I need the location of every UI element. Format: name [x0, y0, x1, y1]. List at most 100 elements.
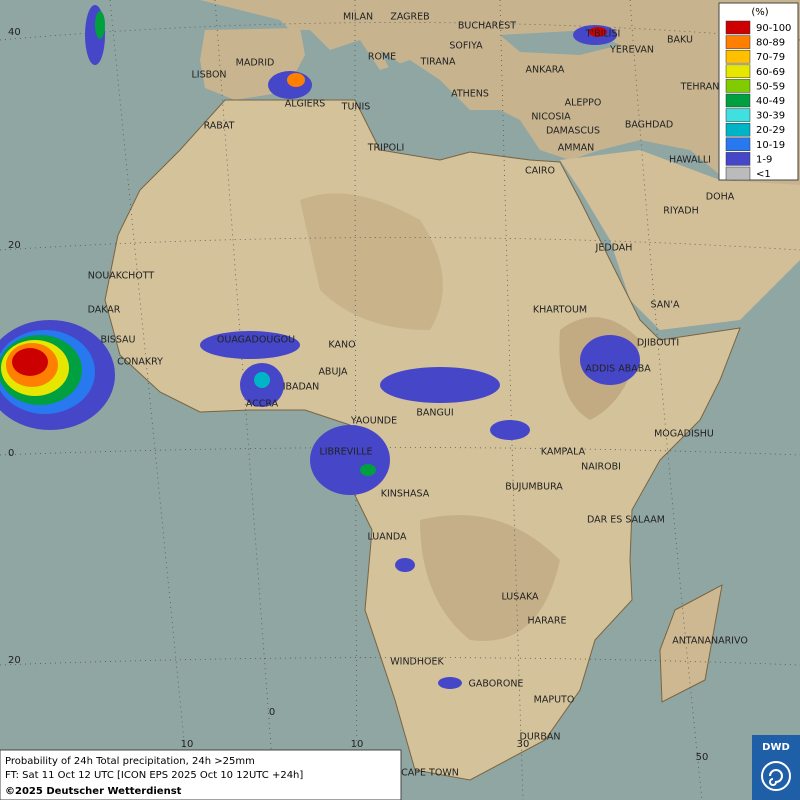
city-label: MOGADISHU [654, 429, 714, 440]
city-label: TIRANA [420, 57, 456, 68]
city-label: ANTANANARIVO [672, 636, 748, 647]
legend-swatch [725, 49, 751, 64]
city-label: LISBON [191, 70, 226, 81]
terrain [420, 515, 560, 641]
legend-swatch [725, 137, 751, 152]
city-label: BANGUI [416, 408, 453, 419]
city-label: DAKAR [88, 305, 121, 316]
city-label: TUNIS [341, 102, 371, 113]
city-label: HAWALLI [669, 155, 711, 166]
city-label: DAR ES SALAAM [587, 515, 665, 526]
city-label: ZAGREB [390, 12, 429, 23]
city-label: ALEPPO [565, 98, 602, 109]
legend-label: 60-69 [756, 67, 785, 78]
grid-label: 40 [8, 27, 21, 38]
city-label: NICOSIA [531, 112, 571, 123]
land-madagascar [659, 584, 723, 703]
city-label: DOHA [706, 192, 735, 203]
footer-line: ©2025 Deutscher Wetterdienst [5, 786, 182, 797]
city-label: T'BILISI [585, 29, 621, 40]
legend-title: (%) [751, 7, 768, 18]
legend-label: <1 [756, 169, 771, 180]
city-label: KHARTOUM [533, 305, 587, 316]
legend-swatch [725, 79, 751, 93]
footer-line: FT: Sat 11 Oct 12 UTC [ICON EPS 2025 Oct… [5, 770, 303, 781]
legend-label: 1-9 [756, 154, 772, 165]
city-label: TEHRAN [680, 82, 720, 93]
city-label: BAKU [667, 35, 693, 46]
legend-swatch [725, 152, 751, 166]
city-label: NOUAKCHOTT [88, 271, 155, 282]
city-label: IBADAN [283, 382, 320, 393]
city-label: MILAN [343, 12, 373, 23]
city-label: AMMAN [558, 143, 595, 154]
city-label: DAMASCUS [546, 126, 600, 137]
city-label: KANO [328, 340, 355, 351]
city-label: RIYADH [663, 206, 698, 217]
grid-label: 30 [517, 739, 530, 750]
city-label: LIBREVILLE [319, 447, 372, 458]
legend-swatch [725, 166, 751, 181]
city-label: DURBAN [520, 732, 561, 743]
grid-label: 0 [269, 707, 275, 718]
grid-label: 50 [696, 752, 709, 763]
city-label: ACCRA [246, 399, 279, 410]
footer-box [0, 749, 402, 800]
land-europe [200, 0, 800, 190]
city-label: RABAT [204, 121, 235, 132]
city-label: LUANDA [367, 532, 407, 543]
logo-icon [761, 761, 791, 791]
precipitation [0, 5, 640, 689]
legend-label: 80-89 [756, 38, 785, 49]
land-arabia [560, 150, 800, 330]
legend: 90-100 80-89 70-79 60-69 50-59 40-49 30-39 20-2… [725, 20, 791, 181]
legend-swatch [725, 20, 751, 35]
city-label: MAPUTO [534, 695, 575, 706]
terrain [300, 193, 443, 330]
city-label: OUAGADOUGOU [217, 335, 295, 346]
legend-swatch [725, 108, 751, 122]
city-label: KAMPALA [541, 447, 586, 458]
legend-label: 50-59 [756, 81, 785, 92]
city-label: HARARE [528, 616, 567, 627]
city-label: TRIPOLI [367, 143, 405, 154]
legend-label: 10-19 [756, 140, 785, 151]
city-label: CONAKRY [117, 357, 163, 368]
city-label: GABORONE [469, 679, 524, 690]
city-label: ANKARA [526, 65, 565, 76]
city-label: NAIROBI [581, 462, 621, 473]
legend-swatch [725, 64, 751, 79]
logo-text: DWD [762, 742, 790, 753]
city-label: LUSAKA [501, 592, 539, 603]
city-label: YAOUNDE [350, 416, 397, 427]
city-label: ADDIS ABABA [585, 364, 651, 375]
legend-swatch [725, 93, 751, 108]
city-label: CAPE TOWN [401, 768, 459, 779]
city-label: ROME [368, 52, 396, 63]
city-label: JEDDAH [595, 243, 633, 254]
city-label: ALGIERS [285, 99, 326, 110]
land-africa [104, 99, 741, 781]
grid-label: 20 [8, 655, 21, 666]
legend-label: 70-79 [756, 52, 785, 63]
city-label: BUCHAREST [458, 21, 516, 32]
grid-label: 10 [181, 739, 194, 750]
city-label: BUJUMBURA [505, 482, 563, 493]
city-label: ATHENS [451, 89, 489, 100]
legend-label: 90-100 [756, 23, 791, 34]
footer-line: Probability of 24h Total precipitation, … [5, 756, 255, 767]
city-label: SOFIYA [449, 41, 483, 52]
city-labels: MILAN ZAGREB BUCHAREST T'BILISI BAKU ROME SOFI… [88, 12, 748, 779]
legend-label: 40-49 [756, 96, 785, 107]
legend-label: 20-29 [756, 125, 785, 136]
city-label: CAIRO [525, 166, 555, 177]
city-label: DJIBOUTI [637, 338, 679, 349]
city-label: SAN'A [651, 300, 680, 311]
grid-labels: 40 20 0 20 0 10 10 30 50 [8, 27, 708, 763]
grid-label: 20 [8, 240, 21, 251]
grid-label: 10 [351, 739, 364, 750]
legend-swatch [725, 122, 751, 137]
